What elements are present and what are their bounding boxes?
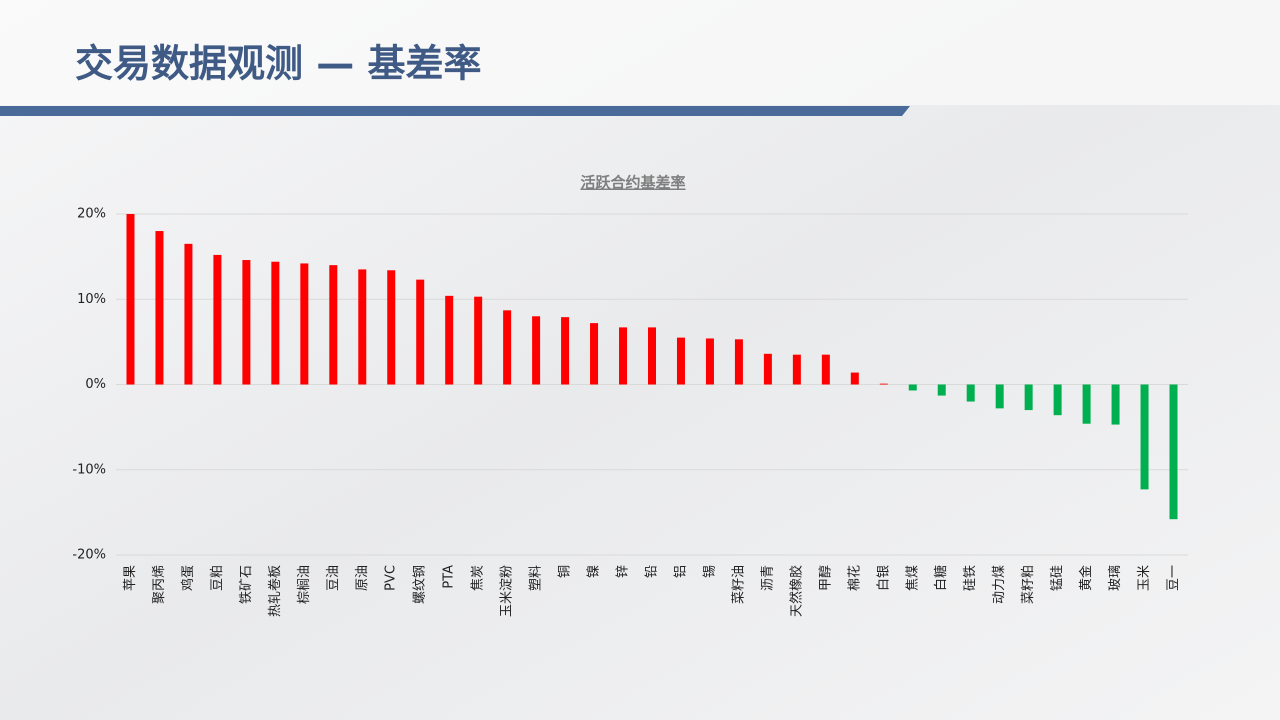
x-tick-label: 白糖 — [933, 565, 949, 591]
x-tick-label: 硅铁 — [963, 565, 978, 591]
bar — [1024, 384, 1033, 411]
bar — [879, 383, 888, 385]
bar — [503, 310, 512, 385]
bar — [966, 384, 975, 402]
bar — [908, 384, 917, 391]
chart-title: 活跃合约基差率 — [580, 174, 685, 192]
bar — [271, 261, 280, 385]
bar — [532, 316, 541, 385]
x-tick-label: 玻璃 — [1108, 565, 1123, 591]
bar — [445, 295, 454, 385]
bar — [155, 231, 164, 385]
bar — [995, 384, 1004, 409]
bar — [590, 323, 599, 385]
bar — [358, 269, 367, 385]
x-tick-label: 锡 — [702, 565, 717, 578]
x-tick-label: 玉米 — [1137, 565, 1152, 591]
y-tick-label: 10% — [77, 292, 106, 307]
bar — [184, 243, 193, 385]
x-tick-label: 白银 — [875, 565, 891, 591]
bar — [126, 214, 135, 385]
x-tick-label: 鸡蛋 — [180, 565, 196, 591]
bar — [1053, 384, 1062, 416]
bar — [1082, 384, 1091, 424]
x-tick-label: 热轧卷板 — [267, 565, 283, 617]
x-tick-label: 螺纹钢 — [413, 565, 428, 604]
x-tick-label: 动力煤 — [992, 565, 1007, 604]
x-tick-label: 焦炭 — [471, 565, 486, 591]
x-tick-label: 豆油 — [326, 565, 341, 591]
x-tick-label: 天然橡胶 — [788, 565, 804, 617]
header-rule — [0, 106, 910, 116]
x-tick-label: 原油 — [355, 565, 370, 591]
x-tick-label: 豆粕 — [210, 565, 225, 591]
x-tick-label: 镍 — [587, 565, 602, 578]
header-band — [0, 0, 1280, 105]
bar — [619, 327, 628, 385]
bar — [937, 384, 946, 396]
x-tick-label: 聚丙烯 — [152, 565, 167, 604]
bar — [474, 296, 483, 385]
y-tick-label: -20% — [72, 548, 106, 563]
y-tick-label: 0% — [85, 377, 106, 392]
bar — [850, 372, 859, 385]
x-tick-label: 菜籽油 — [731, 565, 746, 604]
x-tick-label: 焦煤 — [905, 565, 920, 591]
x-tick-label: PVC — [384, 565, 399, 591]
bar — [792, 354, 801, 385]
bar — [416, 279, 425, 385]
x-tick-label: 锰硅 — [1050, 565, 1065, 591]
x-tick-label: 铜 — [558, 565, 573, 578]
bar — [242, 260, 251, 385]
x-tick-label: 甲醇 — [817, 565, 833, 591]
x-tick-label: 铝 — [673, 565, 688, 578]
bar — [676, 337, 685, 385]
x-tick-label: 铅 — [645, 565, 660, 578]
y-tick-label: 20% — [77, 207, 106, 222]
bar — [1111, 384, 1120, 425]
x-tick-label: 棉花 — [846, 565, 862, 591]
slide-title: 交易数据观测 — 基差率 — [75, 42, 481, 86]
bar — [1140, 384, 1149, 490]
x-tick-label: PTA — [442, 565, 457, 589]
x-tick-label: 菜籽粕 — [1021, 565, 1036, 604]
bar — [763, 353, 772, 385]
x-tick-label: 锌 — [616, 565, 631, 578]
x-tick-label: 铁矿石 — [239, 565, 254, 604]
x-tick-label: 塑料 — [529, 565, 544, 591]
bar — [821, 354, 830, 385]
bar — [329, 265, 338, 385]
bar — [705, 338, 714, 385]
plot-area: -20% -10% 0% 10% 20% 苹果 聚丙烯 鸡蛋 豆粕 铁矿石 热轧卷板 棕榈油 豆油 原油 P… — [72, 207, 1188, 617]
x-tick-label: 沥青 — [760, 565, 775, 591]
bar — [1169, 384, 1178, 520]
bar — [300, 263, 309, 385]
x-tick-label: 玉米淀粉 — [500, 565, 515, 617]
x-tick-label: 豆一 — [1166, 565, 1181, 591]
bar — [387, 270, 396, 385]
x-tick-label: 黄金 — [1078, 565, 1094, 591]
x-tick-label: 棕榈油 — [297, 565, 312, 604]
x-tick-label: 苹果 — [123, 565, 138, 591]
bar — [213, 254, 222, 385]
bar — [648, 327, 656, 385]
bar — [561, 317, 570, 385]
bar — [734, 339, 743, 385]
y-tick-label: -10% — [72, 462, 106, 477]
